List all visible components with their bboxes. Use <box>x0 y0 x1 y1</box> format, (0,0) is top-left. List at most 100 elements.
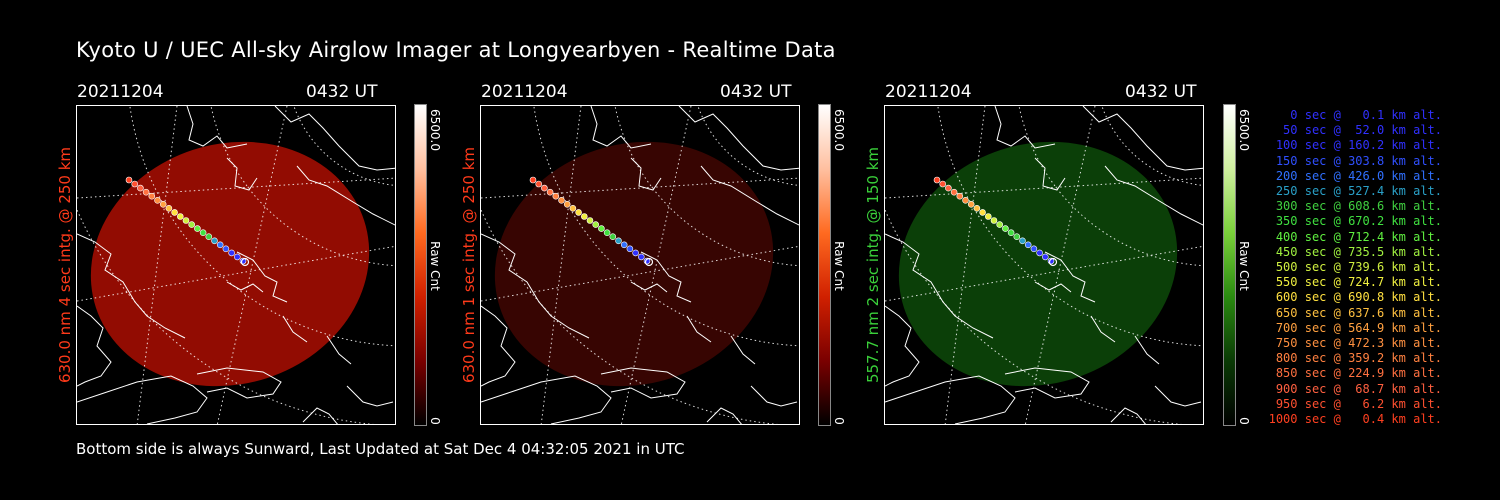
panel-3-image <box>884 105 1204 425</box>
legend-row: 750 sec @ 472.3 km alt. <box>1275 336 1442 351</box>
panel-3-colorbar <box>1223 104 1236 426</box>
coastlines <box>885 106 1203 424</box>
airglow-disk <box>494 141 774 387</box>
rocket-trajectory <box>125 176 250 267</box>
trajectory-marker <box>194 225 201 232</box>
trajectory-marker <box>973 205 981 212</box>
trajectory-marker <box>541 184 548 192</box>
trajectory-marker <box>985 213 992 220</box>
panel-2-colorbar-max: 6500.0 <box>832 109 846 151</box>
trajectory-marker <box>558 197 565 204</box>
trajectory-marker <box>1019 237 1026 245</box>
trajectory-marker <box>586 217 594 224</box>
trajectory-marker <box>962 197 969 204</box>
legend-row: 900 sec @ 68.7 km alt. <box>1275 381 1442 396</box>
trajectory-legend: 0 sec @ 0.1 km alt. 50 sec @ 52.0 km alt.… <box>1222 108 1442 427</box>
trajectory-marker <box>626 245 634 253</box>
panel-2-image <box>480 105 800 425</box>
trajectory-marker <box>171 209 178 216</box>
trajectory-marker <box>967 201 975 208</box>
trajectory-marker <box>575 209 582 216</box>
panel-1-colorbar <box>414 104 427 426</box>
legend-row: 250 sec @ 527.4 km alt. <box>1275 184 1442 199</box>
panel-2-time: 0432 UT <box>720 82 792 102</box>
panel-1-date: 20211204 <box>77 82 164 102</box>
airglow-disk <box>898 141 1178 387</box>
trajectory-marker <box>216 241 224 249</box>
footer-status: Bottom side is always Sunward, Last Upda… <box>76 440 685 458</box>
trajectory-marker <box>609 233 617 240</box>
trajectory-marker <box>996 221 1003 228</box>
trajectory-marker <box>165 205 173 212</box>
trajectory-marker <box>529 176 537 184</box>
trajectory-marker <box>933 176 941 184</box>
coastlines <box>481 106 799 424</box>
trajectory-marker <box>638 253 645 261</box>
trajectory-marker <box>188 221 195 228</box>
trajectory-marker <box>234 253 241 261</box>
trajectory-marker <box>939 180 947 188</box>
trajectory-marker <box>205 233 213 240</box>
panel-3-date: 20211204 <box>885 82 972 102</box>
legend-row: 650 sec @ 637.6 km alt. <box>1275 305 1442 320</box>
trajectory-marker <box>137 184 144 192</box>
trajectory-marker <box>592 221 599 228</box>
trajectory-marker <box>148 192 156 200</box>
launch-site-marker <box>240 257 250 267</box>
trajectory-marker <box>177 213 184 220</box>
trajectory-marker <box>1042 253 1049 261</box>
legend-row: 500 sec @ 739.6 km alt. <box>1275 260 1442 275</box>
legend-row: 50 sec @ 52.0 km alt. <box>1283 123 1442 138</box>
trajectory-marker <box>142 188 150 196</box>
trajectory-marker <box>552 192 560 200</box>
legend-row: 400 sec @ 712.4 km alt. <box>1275 229 1442 244</box>
panel-2-colorbar-min: 0 <box>832 417 846 425</box>
trajectory-marker <box>154 197 161 204</box>
panel-2-date: 20211204 <box>481 82 568 102</box>
airglow-disk <box>90 141 370 387</box>
trajectory-marker <box>1013 233 1021 240</box>
launch-site-marker <box>1048 257 1058 267</box>
rocket-trajectory <box>933 176 1058 267</box>
panel-3-side-label: 557.7 nm 2 sec intg. @ 150 km <box>864 146 882 384</box>
trajectory-marker <box>125 176 133 184</box>
panel-2-side-label: 630.0 nm 1 sec intg. @ 250 km <box>460 146 478 384</box>
trajectory-marker <box>945 184 952 192</box>
trajectory-marker <box>1024 241 1032 249</box>
page-title: Kyoto U / UEC All-sky Airglow Imager at … <box>76 38 836 62</box>
panel-1-side-label: 630.0 nm 4 sec intg. @ 250 km <box>56 146 74 384</box>
trajectory-marker <box>563 201 571 208</box>
trajectory-marker <box>159 201 167 208</box>
legend-row: 700 sec @ 564.9 km alt. <box>1275 320 1442 335</box>
trajectory-marker <box>569 205 577 212</box>
trajectory-marker <box>222 245 230 253</box>
trajectory-marker <box>546 188 554 196</box>
trajectory-marker <box>182 217 190 224</box>
trajectory-marker <box>211 237 218 245</box>
trajectory-marker <box>990 217 998 224</box>
map-grid <box>885 106 1203 424</box>
map-grid <box>481 106 799 424</box>
legend-row: 350 sec @ 670.2 km alt. <box>1275 214 1442 229</box>
legend-row: 950 sec @ 6.2 km alt. <box>1275 396 1442 411</box>
legend-row: 0 sec @ 0.1 km alt. <box>1290 108 1442 122</box>
panel-1-colorbar-max: 6500.0 <box>428 109 442 151</box>
legend-row: 450 sec @ 735.5 km alt. <box>1275 244 1442 259</box>
allsky-map <box>481 106 799 424</box>
legend-row: 150 sec @ 303.8 km alt. <box>1275 153 1442 168</box>
trajectory-marker <box>1002 225 1009 232</box>
trajectory-marker <box>956 192 964 200</box>
coastlines <box>77 106 395 424</box>
panel-1-image <box>76 105 396 425</box>
panel-2-colorbar <box>818 104 831 426</box>
launch-site-marker <box>644 257 654 267</box>
rocket-trajectory <box>529 176 654 267</box>
panel-3-time: 0432 UT <box>1125 82 1197 102</box>
allsky-map <box>77 106 395 424</box>
trajectory-marker <box>1030 245 1038 253</box>
legend-row: 800 sec @ 359.2 km alt. <box>1275 351 1442 366</box>
panel-1-time: 0432 UT <box>306 82 378 102</box>
trajectory-marker <box>228 249 235 257</box>
allsky-map <box>885 106 1203 424</box>
trajectory-marker <box>581 213 588 220</box>
